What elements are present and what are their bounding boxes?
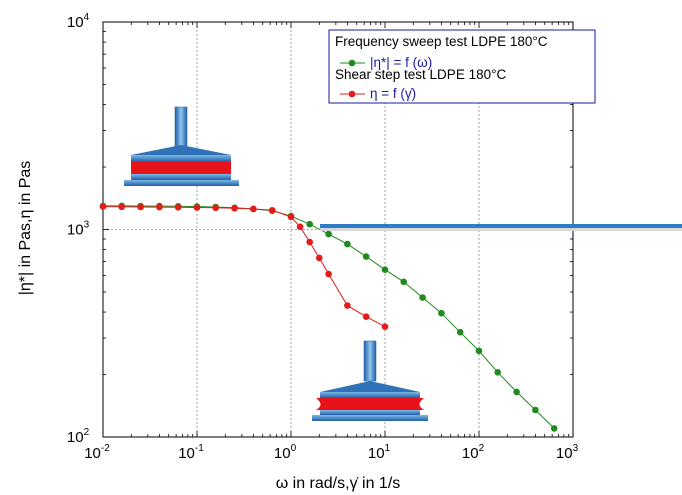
series-2-point <box>212 204 219 212</box>
series-1-point <box>532 406 539 414</box>
series-2-point <box>118 203 125 211</box>
series-2-point <box>174 204 182 211</box>
legend-entry-1-name: Frequency sweep test LDPE 180°C <box>335 34 548 49</box>
series-2-point <box>381 323 389 331</box>
reference-bar <box>320 224 682 231</box>
base-plate <box>312 415 428 421</box>
series-2-point <box>287 213 295 221</box>
upper-disc <box>131 155 231 162</box>
series-1-point <box>475 347 483 355</box>
shaft <box>363 340 377 382</box>
y-tick-labels: 102 103 104 <box>67 12 90 446</box>
legend: Frequency sweep test LDPE 180°C |η*| = f… <box>328 29 596 104</box>
base-plate <box>124 180 239 186</box>
x-tick-labels: 10-2 10-1 100 101 102 103 <box>84 443 578 462</box>
upper-disc <box>320 392 420 398</box>
legend-box <box>328 29 596 104</box>
lower-disc <box>131 174 231 180</box>
series-2-point <box>325 270 332 278</box>
upper-plate <box>320 381 420 392</box>
series-1-point <box>550 425 558 432</box>
reference-bar-line <box>320 224 682 228</box>
series-2-point <box>268 207 276 214</box>
series-2-point <box>99 203 107 210</box>
series-2-point <box>137 203 144 211</box>
series-2-point <box>231 205 238 212</box>
legend-entry-2-name: Shear step test LDPE 180°C <box>335 67 506 82</box>
series-1-point <box>400 278 408 286</box>
series-2-point <box>344 302 351 309</box>
series-1-point <box>381 266 389 274</box>
y-tick-label: 102 <box>67 427 90 446</box>
upper-plate <box>131 145 231 155</box>
reference-bar-shadow <box>320 227 682 231</box>
series-2-point <box>306 238 314 246</box>
legend-entry-1-formula: |η*| = f (ω) <box>370 55 432 70</box>
series-1-point <box>325 230 332 238</box>
shaft <box>174 106 188 148</box>
plate-plate-illustration-top <box>124 106 239 186</box>
series-2-point <box>362 313 370 321</box>
lower-disc <box>320 410 420 415</box>
legend-entry-2-marker <box>348 90 356 98</box>
x-axis-title: ω in rad/s,γ̇ in 1/s <box>276 475 401 492</box>
x-tick-label: 101 <box>368 443 391 462</box>
sample-disc <box>131 162 231 174</box>
y-tick-label: 103 <box>67 220 90 239</box>
x-tick-label: 10-2 <box>84 443 110 462</box>
series-1-point <box>344 240 351 248</box>
series-2-point <box>250 205 257 213</box>
legend-entry-1-marker <box>348 59 356 67</box>
series-2-point <box>296 223 304 231</box>
y-tick-label: 104 <box>67 12 90 31</box>
series-2-point <box>316 254 323 262</box>
series-1-point <box>438 309 445 317</box>
series-1-point <box>494 369 502 376</box>
x-tick-label: 102 <box>462 443 485 462</box>
series-points <box>99 202 558 432</box>
series-1-point <box>513 388 520 396</box>
x-tick-label: 103 <box>556 443 579 462</box>
y-axis-title: |η*| in Pas,η in Pas <box>17 161 34 296</box>
x-tick-label: 10-1 <box>178 443 204 462</box>
series-2-point <box>156 203 163 211</box>
x-tick-label: 100 <box>274 443 297 462</box>
series-1-point <box>306 220 314 228</box>
plate-plate-illustration-bottom <box>312 340 428 421</box>
legend-entry-2-formula: η = f (γ̇) <box>370 86 416 101</box>
series-1-point <box>419 294 426 301</box>
series-2-point <box>193 204 201 211</box>
sample-disc <box>316 398 424 410</box>
series-1-point <box>456 328 464 336</box>
series-1-point <box>362 253 370 260</box>
